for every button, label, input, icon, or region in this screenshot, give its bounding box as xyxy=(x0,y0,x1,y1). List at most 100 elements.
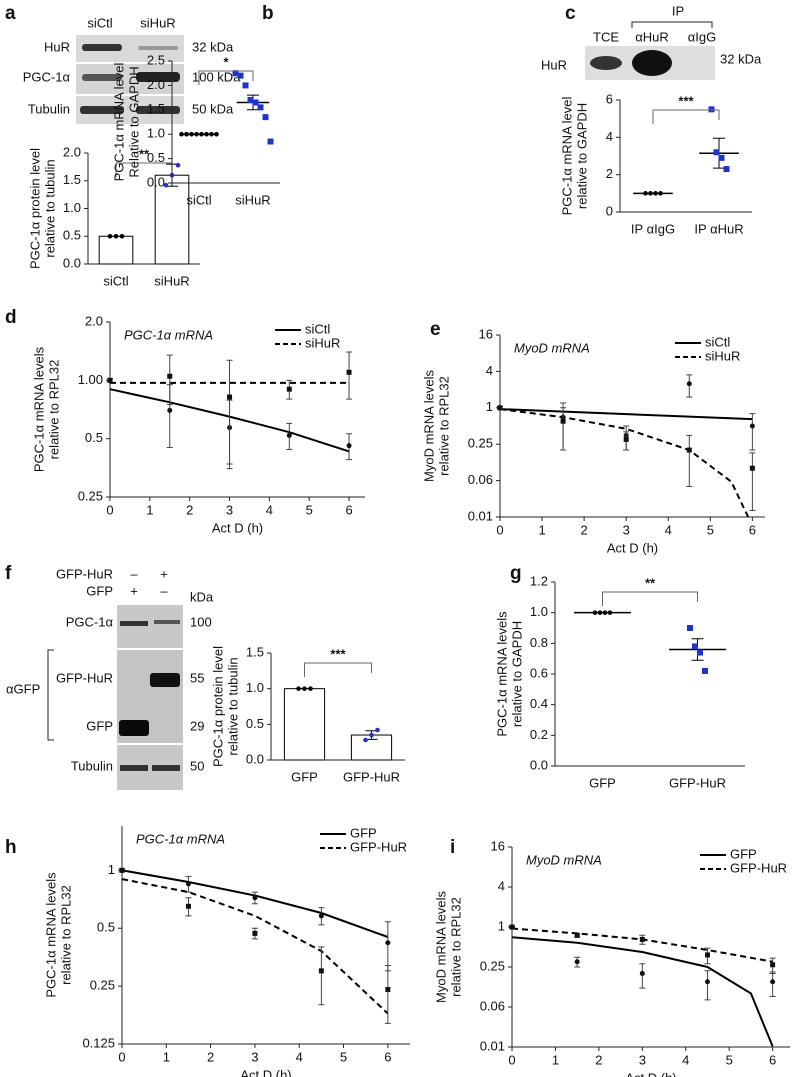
y-axis-label: relative to RPL32 xyxy=(448,897,463,997)
x-tick-label: 5 xyxy=(306,502,313,517)
point xyxy=(704,952,710,958)
band xyxy=(82,44,122,51)
point xyxy=(509,924,515,930)
point xyxy=(653,191,658,196)
y-tick-label: 0.0 xyxy=(246,751,264,766)
point xyxy=(574,959,580,965)
error-bar xyxy=(639,963,646,989)
y-axis-label: MyoD mRNA levels xyxy=(421,370,436,482)
x-tick-label: 3 xyxy=(251,1049,258,1064)
point xyxy=(296,686,301,691)
panel-label: c xyxy=(565,3,576,24)
sig-label: ** xyxy=(139,146,150,161)
x-tick-label: 0 xyxy=(508,1052,515,1067)
x-tick-label: IP αIgG xyxy=(631,221,675,236)
error-bar xyxy=(166,354,173,406)
point xyxy=(308,686,313,691)
annotation: PGC-1α mRNA xyxy=(136,831,225,846)
y-axis-label: PGC-1α protein level xyxy=(210,646,225,767)
y-tick-label: 0.0 xyxy=(530,757,548,772)
point xyxy=(209,131,214,137)
x-axis-label: Act D (h) xyxy=(607,540,658,555)
y-axis-label: Relative to GAPDH xyxy=(126,66,141,177)
point xyxy=(607,610,613,615)
y-axis-label: MyoD mRNA levels xyxy=(433,891,448,1003)
kda-label: 50 kDa xyxy=(192,101,234,116)
legend-label: GFP xyxy=(350,825,377,840)
panel-label: i xyxy=(450,837,455,858)
point xyxy=(302,686,307,691)
x-tick-label: GFP xyxy=(291,769,318,784)
point xyxy=(643,191,648,196)
x-tick-label: 2 xyxy=(186,502,193,517)
error-bar xyxy=(769,971,776,997)
point xyxy=(252,930,258,936)
group-label: αGFP xyxy=(6,681,40,696)
error-bar xyxy=(749,413,756,451)
point xyxy=(597,610,603,615)
y-tick-label: 4 xyxy=(606,129,613,144)
error-bar xyxy=(704,970,711,1001)
treatment-sign: – xyxy=(160,583,168,598)
point xyxy=(592,610,598,615)
band xyxy=(152,765,180,771)
y-tick-label: 0.25 xyxy=(78,488,103,503)
error-bar xyxy=(384,964,391,1024)
blot-a: a siCtl siHuR HuR PGC-1α Tubulin 32 kDa … xyxy=(5,3,241,124)
y-tick-label: 4 xyxy=(486,363,493,378)
point xyxy=(267,138,274,145)
y-tick-label: 0.125 xyxy=(82,1035,115,1050)
row-label: HuR xyxy=(541,57,567,72)
x-tick-label: 5 xyxy=(340,1049,347,1064)
band xyxy=(136,72,180,82)
point xyxy=(639,970,645,976)
x-tick-label: 4 xyxy=(266,502,273,517)
point xyxy=(107,233,113,239)
kda-header: kDa xyxy=(190,589,214,604)
x-tick-label: siHuR xyxy=(154,273,189,288)
point xyxy=(119,867,125,873)
row-label: Tubulin xyxy=(28,101,70,116)
blot-strip xyxy=(117,605,183,648)
kda-label: 32 kDa xyxy=(192,39,234,54)
band xyxy=(119,720,149,736)
point xyxy=(167,407,173,413)
band xyxy=(120,765,148,771)
x-tick-label: IP αHuR xyxy=(694,221,743,236)
y-tick-label: 1.0 xyxy=(147,126,165,141)
point xyxy=(346,369,352,375)
x-tick-label: 1 xyxy=(552,1052,559,1067)
sig-bracket xyxy=(602,591,698,606)
error-bar xyxy=(318,946,325,1006)
row-label: PGC-1α xyxy=(23,69,71,84)
legend-label: siHuR xyxy=(705,348,740,363)
y-tick-label: 2.0 xyxy=(85,313,103,328)
fit-line xyxy=(499,408,750,518)
point xyxy=(189,131,194,137)
y-axis-label: relative to GAPDH xyxy=(509,621,524,727)
y-tick-label: 1.0 xyxy=(63,200,81,215)
point xyxy=(718,154,725,161)
point xyxy=(107,377,113,383)
y-axis-label: relative to RPL32 xyxy=(436,376,451,476)
point xyxy=(385,940,391,946)
band xyxy=(136,106,180,114)
y-tick-label: 2.0 xyxy=(147,77,165,92)
x-tick-label: 1 xyxy=(538,522,545,537)
legend-label: GFP xyxy=(730,846,757,861)
y-tick-label: 0.06 xyxy=(468,472,493,487)
error-bar xyxy=(384,921,391,972)
point xyxy=(167,373,173,379)
point xyxy=(749,465,755,471)
x-tick-label: 6 xyxy=(769,1052,776,1067)
y-axis-label: relative to RPL32 xyxy=(46,360,61,460)
x-tick-label: 4 xyxy=(296,1049,303,1064)
y-axis-label: PGC-1α mRNA levels xyxy=(494,611,509,737)
point xyxy=(163,182,169,188)
y-tick-label: 2 xyxy=(606,166,613,181)
x-tick-label: 5 xyxy=(707,522,714,537)
x-tick-label: 3 xyxy=(639,1052,646,1067)
y-axis-label: PGC-1α mRNA level xyxy=(111,63,126,182)
y-tick-label: 0.2 xyxy=(530,727,548,742)
